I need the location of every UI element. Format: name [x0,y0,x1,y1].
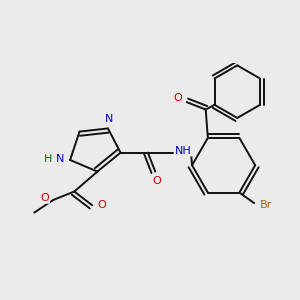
Text: H: H [44,154,52,164]
Text: O: O [97,200,106,210]
Text: Br: Br [260,200,272,210]
Text: N: N [105,114,113,124]
Text: N: N [56,154,64,164]
Text: O: O [40,193,49,203]
Text: O: O [152,176,161,186]
Text: NH: NH [175,146,192,155]
Text: O: O [173,93,182,103]
